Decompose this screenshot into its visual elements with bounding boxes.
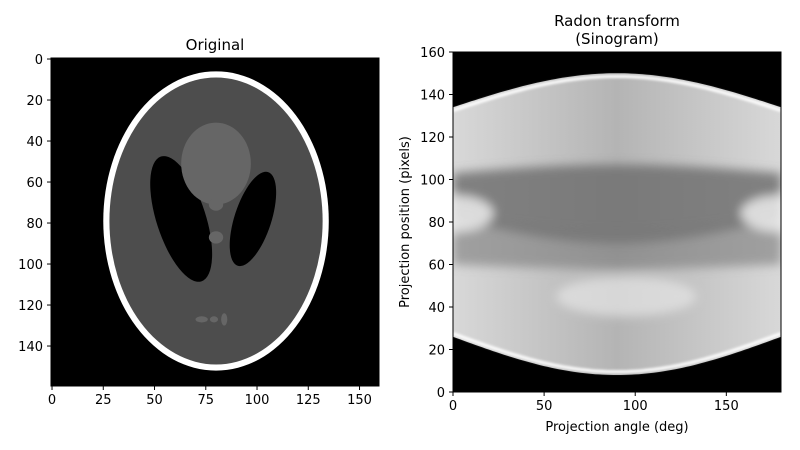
original-x-tick-label: 50 [146, 393, 163, 408]
original-y-tick-label: 0 [35, 53, 43, 68]
sinogram-y-tick-label: 120 [420, 131, 445, 146]
sinogram-bright-lower [556, 276, 697, 317]
original-x-tick-label: 75 [198, 393, 215, 408]
original-x-axis: 0 25 50 75 100 125 150 [48, 386, 372, 408]
sinogram-y-tick-label: 0 [437, 386, 445, 401]
sinogram-bright-left [453, 195, 493, 232]
sinogram-y-axis: 0 20 40 60 80 100 120 140 160 [420, 46, 453, 401]
original-y-tick-label: 20 [26, 94, 43, 109]
sinogram-y-tick-label: 100 [420, 174, 445, 189]
sinogram-x-label: Projection angle (deg) [545, 420, 688, 435]
original-x-tick-label: 150 [347, 393, 372, 408]
sinogram-y-label: Projection position (pixels) [398, 136, 413, 308]
original-frame [50, 57, 380, 387]
phantom-upper-spot [181, 122, 251, 205]
original-title: Original [186, 36, 245, 54]
phantom-bottom-spot-1 [195, 316, 208, 323]
sinogram-x-tick-label: 50 [536, 399, 553, 414]
phantom-brain [109, 77, 323, 365]
original-x-tick-label: 125 [296, 393, 321, 408]
phantom-small-spot-1 [208, 198, 224, 211]
original-y-tick-label: 40 [26, 135, 43, 150]
phantom-small-spot-2 [208, 231, 224, 244]
sinogram-x-tick-label: 100 [623, 399, 648, 414]
phantom-bottom-spot-2 [209, 316, 219, 323]
sinogram-x-tick-label: 0 [449, 399, 457, 414]
sinogram-rings [453, 74, 781, 374]
sinogram-panel: Radon transform (Sinogram) 0 50 100 150 0 20… [398, 12, 782, 435]
phantom-image [103, 71, 329, 371]
sinogram-y-tick-label: 40 [428, 301, 445, 316]
sinogram-shading [453, 164, 781, 317]
original-y-tick-label: 80 [26, 217, 43, 232]
original-y-tick-label: 100 [18, 258, 43, 273]
phantom-bottom-spot-3 [221, 313, 228, 326]
sinogram-title-line-2: (Sinogram) [575, 30, 659, 48]
sinogram-x-axis: 0 50 100 150 [449, 392, 739, 414]
sinogram-y-tick-label: 60 [428, 259, 445, 274]
original-y-tick-label: 120 [18, 299, 43, 314]
sinogram-upper-edge [453, 74, 781, 112]
sinogram-dark-band [453, 164, 781, 244]
sinogram-bright-right [741, 195, 781, 232]
sinogram-mid-band [453, 213, 781, 269]
sinogram-title-line-1: Radon transform [554, 12, 680, 30]
original-x-tick-label: 0 [48, 393, 56, 408]
sinogram-x-tick-label: 150 [714, 399, 739, 414]
original-y-tick-label: 140 [18, 340, 43, 355]
original-y-tick-label: 60 [26, 176, 43, 191]
original-x-tick-label: 25 [95, 393, 112, 408]
sinogram-y-tick-label: 80 [428, 216, 445, 231]
original-panel: Original 0 25 50 75 100 125 150 0 20 40 60 80 100 12… [18, 36, 380, 408]
original-y-axis: 0 20 40 60 80 100 120 140 [18, 53, 51, 355]
sinogram-lower-edge [453, 332, 781, 374]
original-x-tick-label: 100 [245, 393, 270, 408]
phantom-left-ventricle [150, 156, 213, 282]
sinogram-y-tick-label: 20 [428, 344, 445, 359]
phantom-right-ventricle [229, 171, 277, 267]
sinogram-image [453, 73, 781, 376]
sinogram-y-tick-label: 140 [420, 89, 445, 104]
sinogram-y-tick-label: 160 [420, 46, 445, 61]
